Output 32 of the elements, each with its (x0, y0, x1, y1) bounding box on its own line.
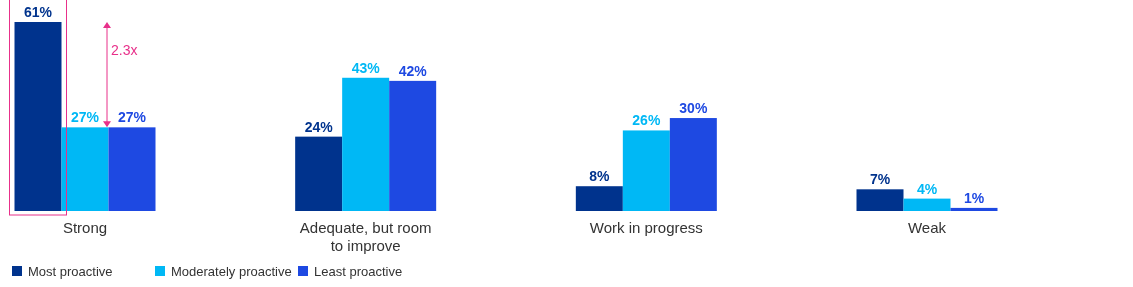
bar (342, 77, 390, 211)
bar (108, 127, 156, 211)
data-label: 61% (23, 4, 53, 20)
bar (669, 118, 717, 211)
bar (295, 136, 343, 211)
legend-label: Most proactive (28, 264, 113, 279)
x-tick-label: Strong (62, 219, 108, 236)
bar (61, 127, 109, 211)
bar (622, 130, 670, 211)
data-label: 27% (70, 109, 100, 126)
annotation: 2.3x (111, 41, 138, 58)
x-tick-label: Work in progress (589, 219, 703, 236)
data-label: 26% (632, 112, 661, 129)
bar (950, 207, 998, 211)
data-label: 24% (304, 118, 334, 135)
data-label: 8% (589, 168, 610, 185)
legend-label: Moderately proactive (171, 264, 292, 279)
data-label: 42% (398, 62, 428, 79)
data-label: 4% (916, 180, 938, 197)
data-label: 43% (351, 59, 381, 76)
data-label: 7% (869, 171, 891, 188)
bar (389, 80, 437, 211)
bar (14, 22, 62, 211)
bar (575, 186, 623, 211)
legend-label: Least proactive (314, 264, 403, 279)
data-label: 1% (963, 189, 985, 206)
data-label: 30% (679, 100, 708, 117)
bar (903, 198, 951, 211)
x-tick-label: Weak (907, 219, 947, 236)
x-tick-label: Adequate, but room to improve (299, 219, 432, 254)
bar (856, 189, 904, 211)
data-label: 27% (117, 109, 147, 126)
